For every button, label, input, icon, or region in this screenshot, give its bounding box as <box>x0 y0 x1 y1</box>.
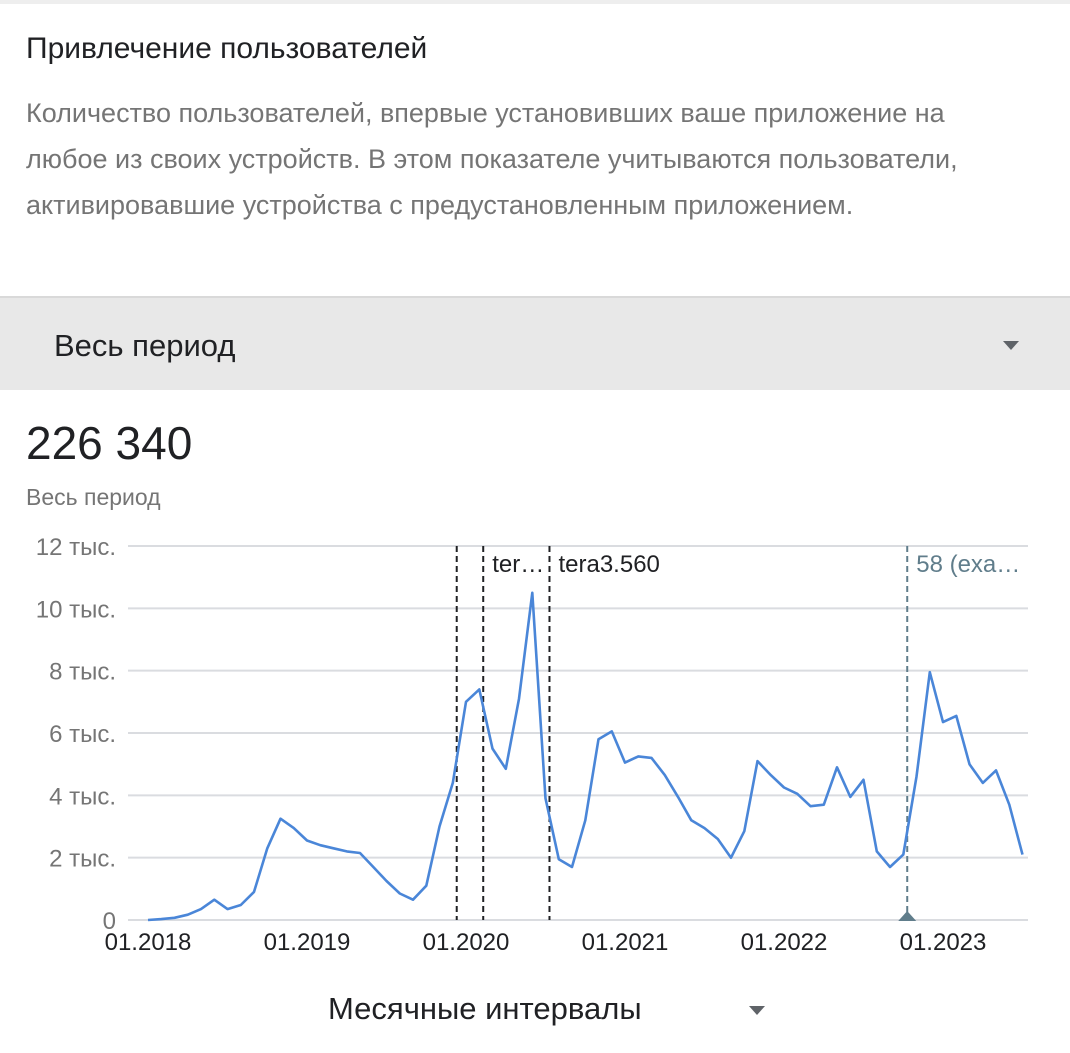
period-selector[interactable]: Весь период <box>0 296 1070 390</box>
y-axis: 0 2 тыс. 4 тыс. 6 тыс. 8 тыс. 10 тыс. 12 тыс. <box>36 534 116 935</box>
y-tick-label: 12 тыс. <box>36 534 116 561</box>
users-chart: 02 тыс.4 тыс.6 тыс.8 тыс.10 тыс.12 тыс. … <box>36 534 1028 956</box>
period-selector-label: Весь период <box>54 328 236 363</box>
x-tick-label: 01.2018 <box>105 929 192 956</box>
summary-period-label: Весь период <box>26 484 161 510</box>
top-divider <box>0 0 1070 4</box>
annotation-label: tera3.560 <box>558 551 659 578</box>
chevron-down-icon <box>749 1006 765 1015</box>
card-description: Количество пользователей, впервые устано… <box>26 98 958 220</box>
grid-layer <box>128 545 1028 921</box>
y-tick-label: 2 тыс. <box>49 846 116 873</box>
interval-selector[interactable]: Месячные интервалы <box>300 985 780 1035</box>
y-tick-label: 10 тыс. <box>36 596 116 623</box>
event-marker <box>898 911 917 921</box>
annotation-label: ter… <box>492 551 544 578</box>
y-tick-label: 8 тыс. <box>49 659 116 686</box>
y-tick-label: 0 <box>103 908 116 935</box>
x-tick-label: 01.2022 <box>741 929 828 956</box>
event-label: 58 (exa… <box>916 551 1020 578</box>
x-tick-label: 01.2021 <box>582 929 669 956</box>
x-axis: 01.2018 01.2019 01.2020 01.2021 01.2022 01.20… <box>105 929 987 956</box>
series-line <box>147 591 1024 922</box>
y-tick-label: 6 тыс. <box>49 721 116 748</box>
card-title: Привлечение пользователей <box>26 32 428 65</box>
interval-selector-label: Месячные интервалы <box>328 991 642 1026</box>
annotations-layer: ter… tera3.560 58 (exa… <box>455 546 1020 921</box>
x-tick-label: 01.2019 <box>264 929 351 956</box>
y-tick-label: 4 тыс. <box>49 783 116 810</box>
chevron-down-icon <box>1003 341 1019 350</box>
series-layer <box>147 591 1024 922</box>
total-users-value: 226 340 <box>26 417 193 469</box>
x-tick-label: 01.2023 <box>900 929 987 956</box>
x-tick-label: 01.2020 <box>423 929 510 956</box>
